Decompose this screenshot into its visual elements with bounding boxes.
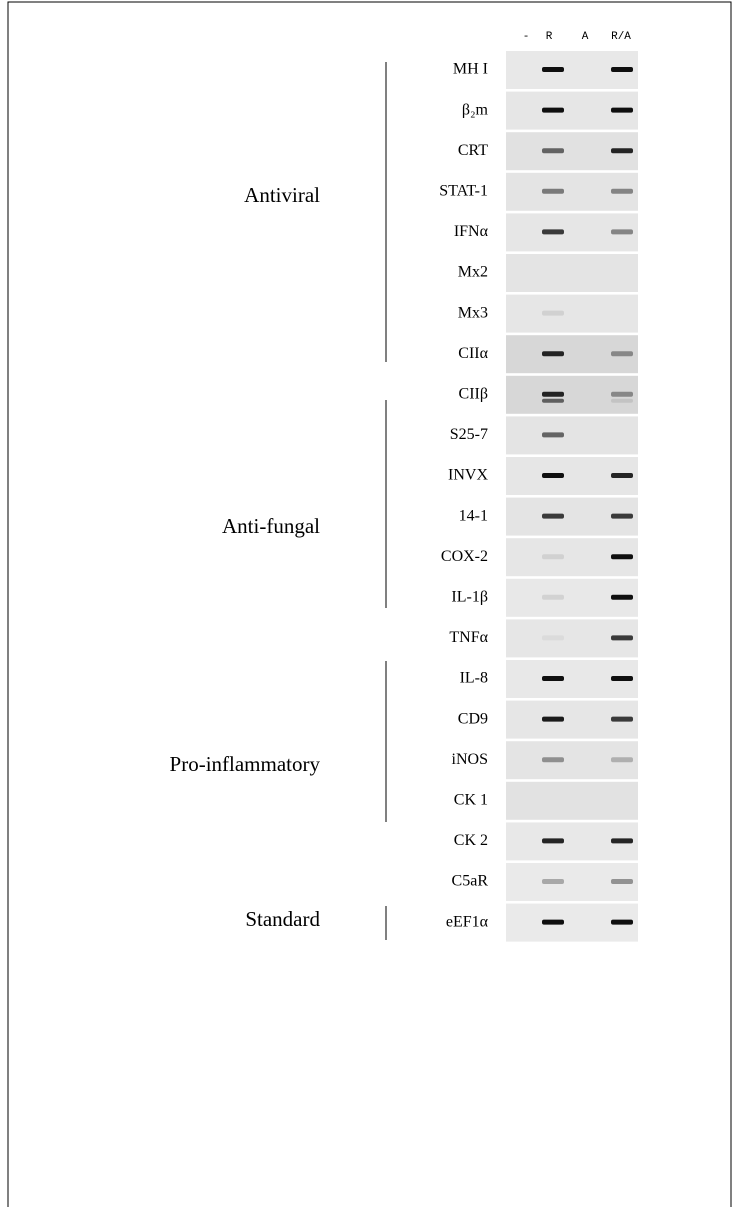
band <box>542 399 564 403</box>
band <box>611 838 633 843</box>
band <box>611 108 633 113</box>
lane-label: - <box>523 31 530 43</box>
gene-label: CRT <box>458 142 488 159</box>
gene-label: C5aR <box>452 873 489 890</box>
band <box>542 635 564 640</box>
band <box>542 514 564 519</box>
gel-tile <box>506 782 638 820</box>
band <box>542 595 564 600</box>
band <box>611 392 633 397</box>
lane-label: A <box>582 31 589 43</box>
gene-label: INVX <box>448 467 488 484</box>
band <box>611 514 633 519</box>
gene-label: CD9 <box>458 710 488 727</box>
gene-label: IL-1β <box>451 588 488 605</box>
band <box>542 473 564 478</box>
lane-label: R/A <box>611 31 631 43</box>
band <box>542 148 564 153</box>
band <box>542 229 564 234</box>
band <box>542 67 564 72</box>
gel-tile <box>506 295 638 333</box>
band <box>611 717 633 722</box>
gene-label: Mx3 <box>458 304 488 321</box>
gene-label: S25-7 <box>450 426 488 443</box>
gene-label: IFNα <box>454 223 489 240</box>
gene-label: CIIα <box>458 345 488 362</box>
band <box>611 595 633 600</box>
band <box>542 392 564 397</box>
band <box>611 554 633 559</box>
gel-tile <box>506 416 638 454</box>
group-label: Anti-fungal <box>222 514 320 538</box>
lane-label: R <box>546 31 553 43</box>
band <box>611 879 633 884</box>
band <box>611 148 633 153</box>
band <box>611 351 633 356</box>
group-label: Standard <box>245 907 320 931</box>
gene-label: CK 2 <box>454 832 488 849</box>
gene-label: TNFα <box>449 629 488 646</box>
gene-label: iNOS <box>452 751 488 768</box>
gene-label: eEF1α <box>446 913 489 930</box>
band <box>611 67 633 72</box>
gene-label: CIIβ <box>459 385 488 402</box>
band <box>542 717 564 722</box>
band <box>611 676 633 681</box>
gene-label: IL-8 <box>460 670 488 687</box>
band <box>542 432 564 437</box>
band <box>611 635 633 640</box>
band <box>611 920 633 925</box>
gene-label: STAT-1 <box>439 182 488 199</box>
gene-label: β₂m <box>462 101 489 118</box>
band <box>542 757 564 762</box>
band <box>542 189 564 194</box>
gene-label: 14-1 <box>459 507 488 524</box>
gene-label: CK 1 <box>454 791 488 808</box>
gel-tile <box>506 254 638 292</box>
band <box>611 757 633 762</box>
figure: - R A R/A MH I β₂m CRT STAT-1 IFNα Mx2 Mx3 CIIα CIIβ… <box>0 0 733 1207</box>
band <box>542 311 564 316</box>
gene-label: Mx2 <box>458 264 488 281</box>
band <box>611 399 633 403</box>
gene-label: COX-2 <box>441 548 488 565</box>
group-label: Pro-inflammatory <box>170 752 321 776</box>
band <box>542 108 564 113</box>
band <box>611 229 633 234</box>
band <box>542 838 564 843</box>
band <box>611 473 633 478</box>
group-label: Antiviral <box>244 183 320 207</box>
band <box>542 554 564 559</box>
band <box>611 189 633 194</box>
band <box>542 351 564 356</box>
band <box>542 676 564 681</box>
band <box>542 879 564 884</box>
band <box>542 920 564 925</box>
gene-label: MH I <box>453 61 488 78</box>
